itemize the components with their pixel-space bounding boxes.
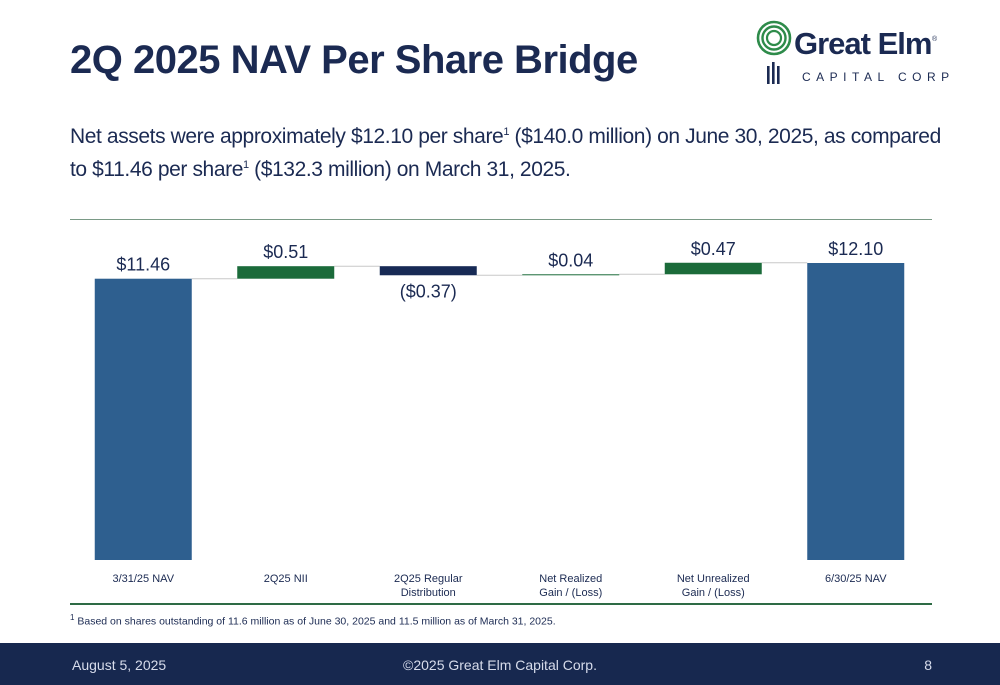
data-label-3: $0.04: [548, 250, 593, 270]
footer-bar: August 5, 2025 ©2025 Great Elm Capital C…: [0, 643, 1000, 685]
footnote: 1 Based on shares outstanding of 11.6 mi…: [70, 613, 556, 628]
data-label-0: $11.46: [116, 255, 170, 275]
category-label-4: Net Unrealized: [677, 573, 750, 585]
category-label-4: Gain / (Loss): [682, 587, 745, 599]
data-label-1: $0.51: [263, 242, 308, 262]
footer-date: August 5, 2025: [72, 657, 167, 673]
top-divider: [70, 219, 932, 220]
data-label-2: ($0.37): [400, 281, 457, 301]
bar-2: [379, 266, 477, 276]
data-label-5: $12.10: [828, 239, 883, 259]
chart-baseline: [70, 603, 932, 605]
footer-copyright: ©2025 Great Elm Capital Corp.: [403, 657, 597, 673]
bar-3: [522, 274, 620, 276]
summary-text: Net assets were approximately $12.10 per…: [70, 125, 941, 181]
bar-0: [94, 278, 192, 560]
bar-5: [807, 263, 905, 560]
data-label-4: $0.47: [691, 239, 736, 259]
bar-4: [664, 262, 762, 275]
page-number: 8: [924, 657, 932, 673]
category-label-2: Distribution: [401, 587, 456, 599]
logo-emblem-icon: [756, 20, 792, 84]
category-label-5: 6/30/25 NAV: [825, 573, 887, 585]
bar-1: [237, 266, 335, 279]
logo-subtitle: CAPITAL CORP: [802, 70, 955, 84]
category-label-2: 2Q25 Regular: [394, 573, 463, 585]
page-title: 2Q 2025 NAV Per Share Bridge: [70, 38, 638, 82]
category-label-3: Gain / (Loss): [539, 587, 602, 599]
logo-registered-mark: ®: [932, 36, 938, 43]
category-label-1: 2Q25 NII: [264, 573, 308, 585]
category-label-0: 3/31/25 NAV: [112, 573, 174, 585]
company-logo: Great Elm ® CAPITAL CORP: [756, 18, 949, 88]
logo-name: Great Elm: [794, 26, 932, 61]
category-label-3: Net Realized: [539, 573, 602, 585]
